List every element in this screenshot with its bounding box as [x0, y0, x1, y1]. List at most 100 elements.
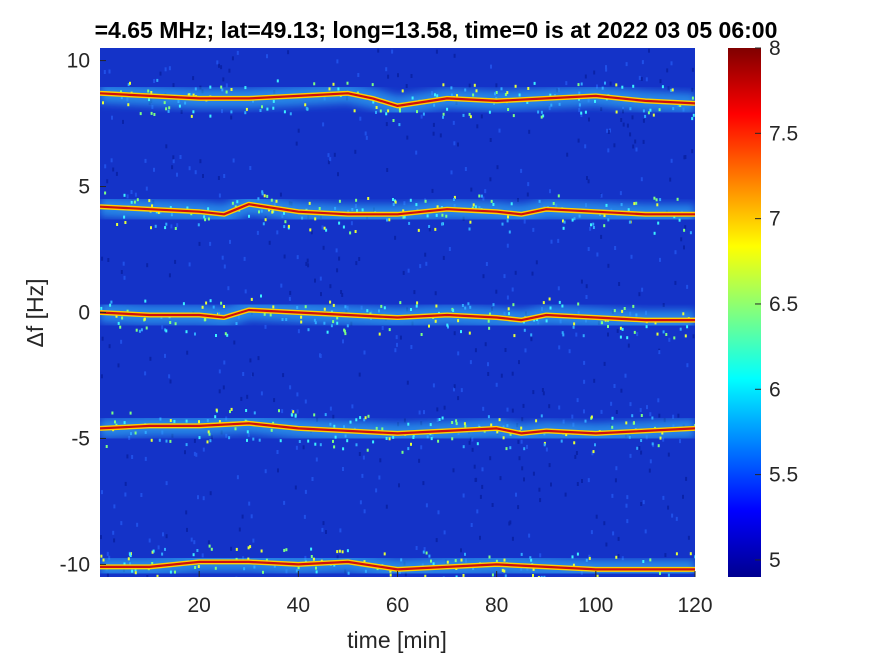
trace-speckle — [529, 556, 532, 560]
noise-pixel — [457, 396, 460, 401]
noise-pixel — [575, 332, 578, 337]
noise-pixel — [548, 463, 551, 468]
noise-pixel — [296, 255, 299, 260]
noise-pixel — [122, 261, 125, 266]
noise-pixel — [574, 454, 577, 459]
colorbar-tick-label: 6.5 — [769, 293, 798, 316]
trace-speckle — [653, 577, 655, 580]
trace-speckle — [167, 109, 170, 113]
noise-pixel — [612, 531, 615, 536]
trace-speckle — [540, 414, 543, 418]
trace-speckle — [417, 228, 420, 232]
noise-pixel — [394, 235, 397, 240]
noise-pixel — [439, 133, 442, 138]
trace-speckle — [252, 437, 255, 441]
trace-speckle — [129, 562, 131, 566]
noise-pixel — [279, 192, 282, 197]
trace-speckle — [561, 304, 564, 308]
trace-speckle — [577, 83, 580, 87]
trace-speckle — [540, 110, 543, 114]
trace-speckle — [487, 415, 490, 419]
noise-pixel — [679, 439, 681, 444]
noise-pixel — [522, 403, 525, 408]
noise-pixel — [209, 491, 212, 496]
noise-pixel — [481, 467, 484, 472]
trace-speckle — [426, 435, 429, 439]
noise-pixel — [639, 408, 642, 412]
noise-pixel — [120, 339, 123, 344]
trace-speckle — [380, 304, 383, 308]
noise-pixel — [202, 174, 204, 178]
noise-pixel — [626, 495, 629, 500]
noise-pixel — [296, 409, 299, 414]
trace-speckle — [109, 303, 112, 307]
trace-speckle — [307, 328, 310, 332]
trace-speckle — [407, 447, 410, 451]
trace-speckle — [508, 230, 511, 234]
trace-speckle — [478, 206, 481, 210]
trace-speckle — [389, 569, 392, 573]
trace-speckle — [469, 220, 472, 224]
noise-pixel — [218, 369, 221, 374]
noise-pixel — [685, 476, 688, 481]
trace-speckle — [603, 214, 606, 218]
trace-speckle — [262, 222, 265, 226]
trace-speckle — [272, 106, 275, 110]
noise-pixel — [153, 79, 156, 83]
trace-speckle — [192, 93, 195, 97]
noise-pixel — [691, 87, 694, 92]
trace-speckle — [549, 93, 552, 97]
trace-speckle — [356, 209, 358, 213]
noise-pixel — [638, 75, 641, 80]
x-tick-label: 60 — [386, 594, 409, 617]
noise-pixel — [283, 500, 286, 505]
trace-speckle — [537, 110, 540, 114]
trace-speckle — [434, 227, 437, 231]
noise-pixel — [113, 538, 116, 543]
noise-pixel — [243, 256, 246, 261]
noise-pixel — [362, 455, 365, 460]
noise-pixel — [583, 379, 586, 384]
trace-speckle — [314, 217, 317, 221]
trace-speckle — [676, 197, 679, 201]
trace-speckle — [298, 440, 301, 443]
trace-speckle — [260, 549, 263, 553]
noise-pixel — [460, 548, 462, 553]
trace-speckle — [578, 214, 581, 218]
trace-line — [100, 92, 695, 107]
trace-speckle — [460, 330, 462, 334]
trace-speckle — [182, 302, 185, 306]
noise-pixel — [229, 239, 231, 244]
noise-pixel — [482, 196, 485, 201]
trace-speckle — [281, 318, 284, 321]
trace-speckle — [230, 110, 233, 114]
trace-speckle — [651, 442, 654, 446]
trace-speckle — [543, 432, 546, 436]
trace-speckle — [503, 558, 506, 562]
noise-pixel — [619, 191, 622, 196]
y-tick-label: -5 — [71, 427, 90, 450]
trace-speckle — [308, 201, 311, 205]
noise-pixel — [351, 404, 354, 409]
noise-pixel — [403, 201, 406, 206]
noise-pixel — [310, 230, 313, 235]
noise-pixel — [106, 551, 109, 556]
trace-speckle — [627, 208, 630, 212]
noise-pixel — [499, 476, 502, 481]
trace-speckle — [402, 215, 405, 219]
noise-pixel — [629, 402, 632, 407]
trace-line — [100, 203, 695, 216]
trace-speckle — [647, 580, 649, 583]
noise-pixel — [257, 356, 260, 361]
noise-pixel — [682, 494, 684, 499]
noise-pixel — [674, 280, 677, 285]
noise-pixel — [225, 433, 228, 438]
noise-pixel — [329, 284, 332, 289]
noise-pixel — [677, 413, 680, 418]
noise-pixel — [209, 241, 212, 246]
noise-pixel — [539, 553, 542, 558]
trace-speckle — [437, 439, 440, 443]
trace-speckle — [257, 197, 260, 201]
trace-speckle — [398, 570, 401, 574]
noise-pixel — [428, 227, 431, 232]
